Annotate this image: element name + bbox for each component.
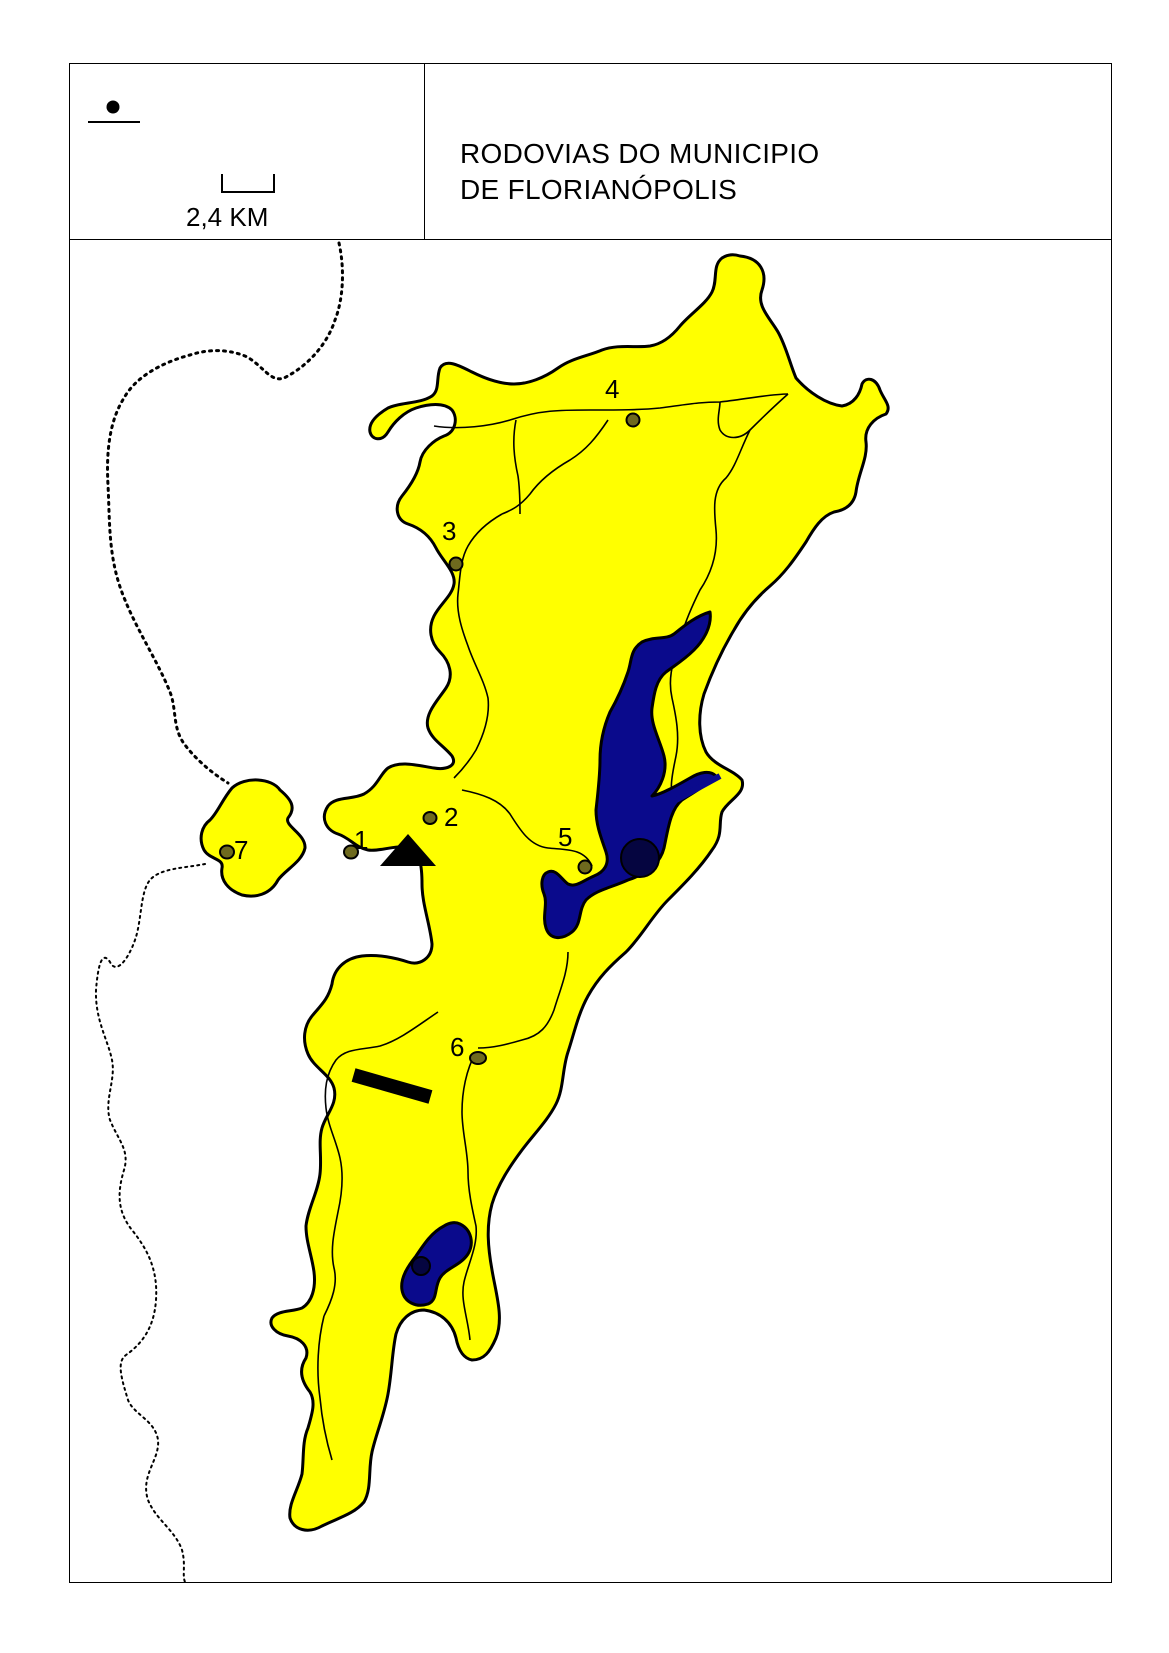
- point-5: 5: [558, 822, 593, 875]
- road-north-loop: [717, 393, 789, 439]
- triangle-icon: [380, 834, 436, 866]
- road-south-east: [461, 1051, 478, 1341]
- road-east-coast: [669, 429, 751, 809]
- map-title-line-1: RODOVIAS DO MUNICIPIO: [460, 138, 820, 169]
- map-title-line-2: DE FLORIANÓPOLIS: [460, 174, 738, 205]
- scale-bar-icon: [221, 174, 275, 193]
- point-1-label: 1: [354, 825, 368, 855]
- point-7: 7: [219, 835, 248, 865]
- map-frame: [69, 63, 1112, 1583]
- road-southmost: [317, 1315, 333, 1461]
- lagoon-south: [400, 1221, 473, 1307]
- road-to-5: [461, 789, 593, 867]
- point-3: 3: [442, 516, 464, 572]
- road-west-central: [453, 513, 503, 779]
- point-5-label: 5: [558, 822, 572, 852]
- point-2: 2: [422, 802, 458, 832]
- mainland-coastline: [106, 241, 344, 785]
- header-divider: [69, 239, 1112, 240]
- dot-icon: [620, 838, 660, 878]
- lagoon-channel: [674, 773, 722, 803]
- bar-icon: [351, 1068, 433, 1104]
- map-title: RODOVIAS DO MUNICIPIO DE FLORIANÓPOLIS: [460, 136, 819, 208]
- dot-icon: [411, 1256, 431, 1276]
- scale-label: 2,4 KM: [186, 202, 269, 232]
- road-central-north: [501, 419, 609, 515]
- point-markers: 1 2 3 4 5 6 7: [219, 374, 641, 1065]
- small-island: [199, 778, 307, 898]
- road-south-central: [477, 951, 569, 1049]
- road-north-east: [433, 393, 789, 429]
- point-1: 1: [343, 825, 368, 860]
- road-south-west: [323, 1011, 439, 1317]
- point-7-label: 7: [234, 835, 248, 865]
- point-4-label: 4: [605, 374, 619, 404]
- point-2-label: 2: [444, 802, 458, 832]
- header-vertical-divider: [424, 63, 425, 240]
- point-3-label: 3: [442, 516, 456, 546]
- point-6-label: 6: [450, 1032, 464, 1062]
- lagoon-north: [540, 610, 718, 939]
- mainland-coastline-south: [94, 863, 206, 1583]
- roads: [317, 393, 789, 1461]
- point-6: 6: [450, 1032, 487, 1065]
- circle-over-line-icon: [88, 100, 140, 123]
- road-north-connector: [513, 419, 521, 515]
- point-4: 4: [605, 374, 641, 428]
